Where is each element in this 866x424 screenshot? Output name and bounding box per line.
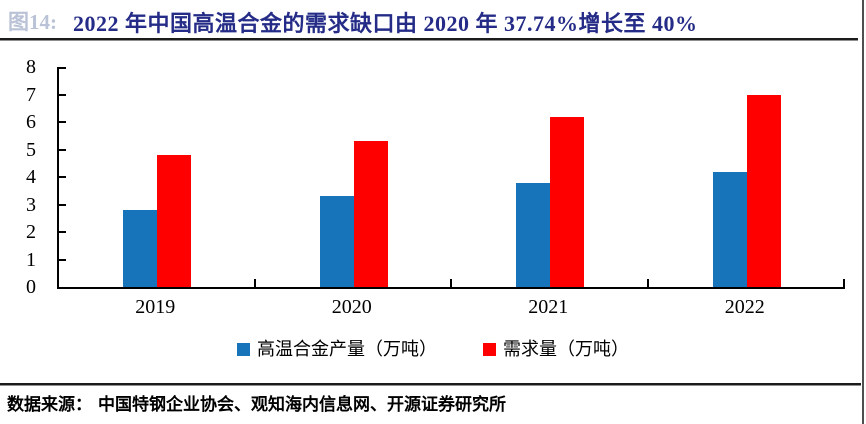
legend-swatch-icon [483, 342, 496, 356]
chart-legend: 高温合金产量（万吨） 需求量（万吨） [0, 338, 866, 360]
x-category-label: 2020 [331, 296, 372, 318]
legend-item-production: 高温合金产量（万吨） [237, 338, 437, 360]
y-tick-label: 0 [26, 276, 36, 298]
y-tick-label: 5 [26, 138, 36, 161]
page-title: 2022 年中国高温合金的需求缺口由 2020 年 37.74%增长至 40% [73, 11, 698, 36]
y-tick-label: 7 [26, 83, 36, 106]
data-source-text: 中国特钢企业协会、观知海内信息网、开源证券研究所 [98, 395, 506, 414]
legend-label: 高温合金产量（万吨） [257, 339, 437, 359]
y-tick-label: 8 [26, 56, 36, 78]
y-axis-tick [59, 67, 66, 69]
data-source-label: 数据来源： [7, 395, 92, 414]
bar-production-2021 [516, 182, 551, 287]
plot-area [57, 67, 845, 289]
y-tick-label: 3 [26, 193, 36, 216]
y-axis-tick [59, 176, 66, 178]
bar-demand-2019 [157, 155, 192, 287]
y-axis-tick [59, 93, 66, 96]
footer-divider [0, 383, 861, 386]
y-axis-tick [59, 231, 66, 233]
legend-swatch-icon [237, 342, 250, 356]
y-tick-label: 4 [26, 166, 36, 188]
bar-production-2022 [712, 171, 747, 287]
x-axis-labels: 2019 2020 2021 2022 [57, 295, 843, 321]
x-category-label: 2019 [135, 296, 176, 318]
bar-production-2019 [123, 210, 158, 287]
y-axis-tick [59, 203, 66, 206]
x-axis-tick [647, 279, 649, 287]
x-axis-tick [254, 279, 256, 287]
bar-production-2020 [319, 196, 354, 287]
data-source-line: 数据来源： 中国特钢企业协会、观知海内信息网、开源证券研究所 [7, 394, 852, 416]
figure-header: 图14: 2022 年中国高温合金的需求缺口由 2020 年 37.74%增长至… [8, 6, 846, 38]
y-axis-tick [59, 121, 66, 123]
y-tick-label: 1 [26, 248, 36, 271]
legend-label: 需求量（万吨） [503, 339, 629, 359]
y-axis-tick [59, 258, 66, 261]
bar-demand-2022 [746, 94, 781, 287]
title-divider [0, 38, 858, 41]
y-axis-tick [59, 148, 66, 151]
bar-demand-2021 [550, 116, 585, 287]
y-tick-label: 6 [26, 111, 36, 133]
x-category-label: 2021 [528, 296, 569, 318]
figure-number-label: 图14: [8, 10, 57, 34]
x-axis-tick [450, 279, 452, 287]
right-border-line [862, 0, 864, 424]
x-axis-tick [843, 279, 845, 287]
x-category-label: 2022 [724, 296, 765, 318]
legend-item-demand: 需求量（万吨） [483, 338, 629, 360]
y-tick-label: 2 [26, 221, 36, 243]
bar-demand-2020 [353, 141, 388, 287]
